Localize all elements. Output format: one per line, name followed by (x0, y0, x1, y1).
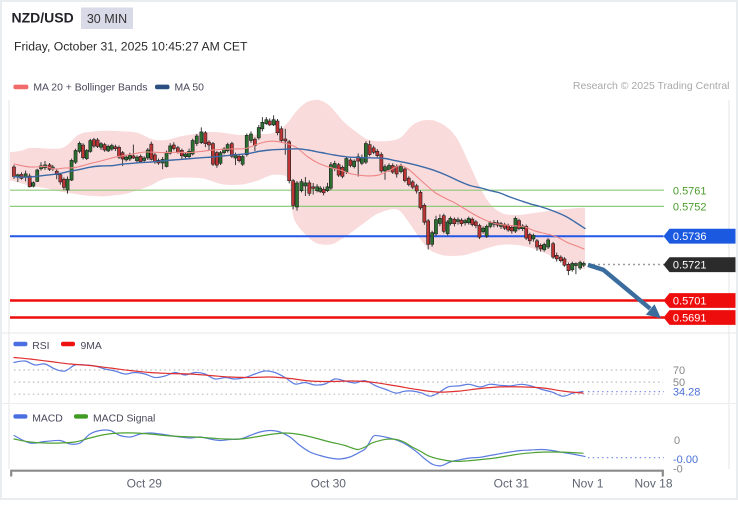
svg-text:MACD: MACD (32, 414, 63, 425)
svg-text:50: 50 (673, 377, 685, 389)
svg-text:Nov 18: Nov 18 (634, 477, 672, 491)
svg-text:RSI: RSI (32, 341, 49, 352)
svg-text:0.5691: 0.5691 (673, 313, 707, 325)
svg-text:MACD Signal: MACD Signal (93, 414, 155, 425)
svg-text:MA 50: MA 50 (175, 83, 205, 94)
svg-text:0.5701: 0.5701 (673, 296, 707, 308)
svg-text:0.5752: 0.5752 (673, 202, 707, 214)
svg-text:Oct 30: Oct 30 (311, 477, 347, 491)
svg-text:-0: -0 (673, 464, 683, 476)
svg-text:Nov 1: Nov 1 (572, 477, 604, 491)
svg-text:0.5721: 0.5721 (673, 260, 707, 272)
svg-text:-0.00: -0.00 (673, 454, 698, 466)
svg-text:0.5761: 0.5761 (673, 185, 707, 197)
svg-text:Oct 31: Oct 31 (494, 477, 530, 491)
svg-text:0: 0 (674, 435, 680, 447)
svg-text:9MA: 9MA (81, 341, 102, 352)
svg-text:70: 70 (673, 365, 685, 377)
svg-text:Research © 2025 Trading Centra: Research © 2025 Trading Central (573, 80, 730, 92)
svg-text:0.5736: 0.5736 (673, 231, 707, 243)
svg-text:30 MIN: 30 MIN (87, 12, 127, 26)
svg-text:Friday, October 31, 2025 10:45: Friday, October 31, 2025 10:45:27 AM CET (14, 40, 248, 54)
svg-text:MA 20 + Bollinger Bands: MA 20 + Bollinger Bands (33, 83, 147, 94)
svg-text:34.28: 34.28 (673, 387, 701, 399)
svg-text:Oct 29: Oct 29 (127, 477, 163, 491)
svg-text:NZD/USD: NZD/USD (12, 10, 74, 26)
